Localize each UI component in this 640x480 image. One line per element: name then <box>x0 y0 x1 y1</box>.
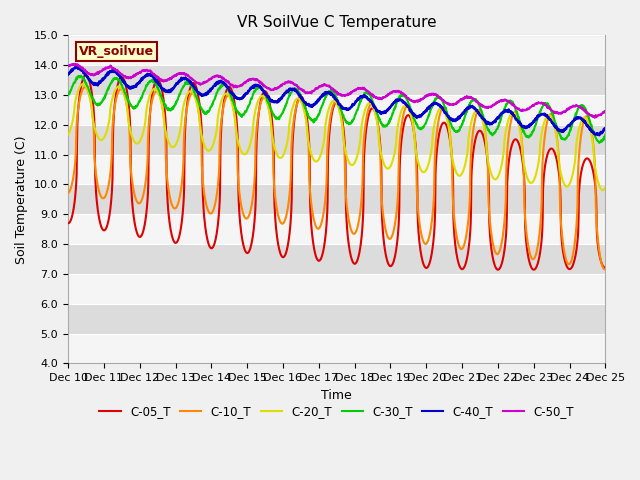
Line: C-50_T: C-50_T <box>68 64 605 118</box>
C-20_T <box>602 184 609 190</box>
Text: VR_soilvue: VR_soilvue <box>79 45 154 58</box>
Line: C-20_T: C-20_T <box>68 84 605 190</box>
Line: C-05_T: C-05_T <box>68 75 605 270</box>
C-30_T <box>595 140 603 146</box>
C-05_T <box>292 104 300 109</box>
Bar <box>68 304 605 334</box>
C-40_T <box>106 68 114 74</box>
C-40_T <box>128 84 136 89</box>
C-20_T <box>79 81 87 87</box>
C-30_T <box>128 104 136 109</box>
C-20_T <box>128 133 136 139</box>
C-40_T <box>595 132 603 138</box>
Line: C-10_T: C-10_T <box>68 87 605 269</box>
C-10_T <box>303 128 311 134</box>
C-10_T <box>64 190 72 196</box>
Bar <box>68 274 605 304</box>
C-30_T <box>77 73 84 79</box>
C-20_T <box>314 158 321 164</box>
Bar <box>68 214 605 244</box>
C-50_T <box>602 108 609 114</box>
C-10_T <box>602 266 609 272</box>
C-20_T <box>599 187 607 193</box>
C-50_T <box>128 74 136 80</box>
C-40_T <box>64 72 72 77</box>
Line: C-40_T: C-40_T <box>68 66 605 135</box>
C-10_T <box>601 266 609 272</box>
Bar <box>68 95 605 125</box>
C-05_T <box>602 265 609 271</box>
C-05_T <box>106 209 114 215</box>
C-30_T <box>602 132 609 137</box>
C-20_T <box>64 132 72 137</box>
C-05_T <box>128 195 136 201</box>
Bar <box>68 334 605 363</box>
Line: C-30_T: C-30_T <box>68 76 605 143</box>
C-30_T <box>314 114 321 120</box>
Bar <box>68 184 605 214</box>
Bar <box>68 36 605 65</box>
C-40_T <box>602 125 609 131</box>
C-50_T <box>106 64 114 70</box>
C-30_T <box>303 112 311 118</box>
C-40_T <box>292 88 300 94</box>
Bar <box>68 65 605 95</box>
Legend: C-05_T, C-10_T, C-20_T, C-30_T, C-40_T, C-50_T: C-05_T, C-10_T, C-20_T, C-30_T, C-40_T, … <box>95 401 579 423</box>
C-50_T <box>314 85 321 91</box>
C-40_T <box>371 105 378 110</box>
C-50_T <box>591 115 598 120</box>
C-20_T <box>303 133 311 139</box>
C-30_T <box>64 92 72 98</box>
C-05_T <box>371 107 378 113</box>
C-10_T <box>314 226 321 231</box>
C-40_T <box>73 63 81 69</box>
C-40_T <box>303 102 311 108</box>
C-05_T <box>64 220 72 226</box>
Title: VR SoilVue C Temperature: VR SoilVue C Temperature <box>237 15 436 30</box>
C-50_T <box>292 82 300 88</box>
C-05_T <box>314 256 321 262</box>
C-20_T <box>292 96 300 102</box>
C-10_T <box>106 173 114 179</box>
Bar <box>68 244 605 274</box>
Y-axis label: Soil Temperature (C): Soil Temperature (C) <box>15 135 28 264</box>
C-50_T <box>70 61 78 67</box>
C-40_T <box>314 98 321 104</box>
C-20_T <box>371 107 378 113</box>
C-05_T <box>530 267 538 273</box>
X-axis label: Time: Time <box>321 389 352 402</box>
C-30_T <box>292 86 300 92</box>
C-30_T <box>106 83 114 88</box>
C-05_T <box>303 120 311 125</box>
C-30_T <box>371 103 378 108</box>
C-05_T <box>82 72 90 78</box>
C-10_T <box>128 176 136 182</box>
C-50_T <box>64 63 72 69</box>
C-10_T <box>81 84 89 90</box>
C-10_T <box>292 103 300 109</box>
C-10_T <box>371 104 378 110</box>
C-20_T <box>106 110 114 116</box>
Bar <box>68 155 605 184</box>
C-50_T <box>371 94 378 99</box>
Bar <box>68 125 605 155</box>
C-50_T <box>303 90 311 96</box>
